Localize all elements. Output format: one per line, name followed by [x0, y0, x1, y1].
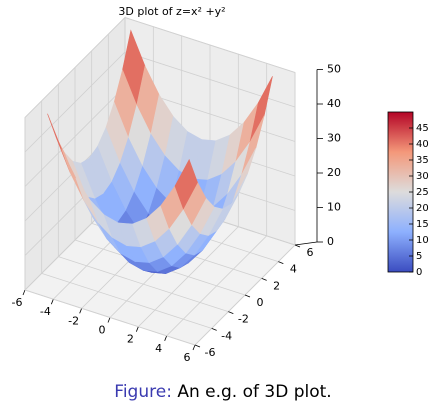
x-tick [50, 299, 54, 305]
x-tick-label: -6 [12, 296, 23, 309]
caption-text: An e.g. of 3D plot. [177, 382, 332, 402]
y-tick [294, 244, 301, 248]
grid-line [58, 256, 229, 313]
colorbar [387, 111, 414, 273]
colorbar-tick-label: 20 [416, 203, 429, 214]
y-tick-label: -6 [205, 346, 216, 359]
colorbar-tick-label: 25 [416, 187, 429, 198]
x-tick [164, 335, 168, 341]
z-tick-label: 0 [327, 235, 334, 248]
surface-cell [174, 158, 198, 210]
caption-label: Figure: [114, 382, 172, 402]
grid-line [41, 272, 212, 329]
x-tick-label: -2 [68, 314, 79, 327]
grid-line [24, 289, 196, 346]
x-tick [192, 344, 196, 351]
y-tick-label: -4 [221, 329, 232, 342]
z-tick-label: 40 [327, 97, 341, 110]
caption: Figure: An e.g. of 3D plot. [0, 382, 446, 402]
x-tick-label: 4 [155, 342, 162, 355]
z-tick-label: 20 [327, 166, 341, 179]
x-tick-label: -4 [40, 305, 51, 318]
x-tick [22, 289, 26, 296]
y-tick-label: 6 [307, 246, 314, 259]
y-tick [211, 327, 217, 331]
surface [47, 29, 273, 274]
colorbar-tick-label: 5 [416, 251, 422, 262]
y-tick [278, 261, 284, 265]
x-tick [135, 326, 139, 332]
y-tick-label: 0 [257, 296, 264, 309]
colorbar-tick-label: 15 [416, 219, 429, 230]
x-tick [107, 317, 111, 323]
y-tick-label: 2 [273, 279, 280, 292]
colorbar-tick-label: 40 [416, 139, 429, 150]
x-tick-label: 6 [184, 351, 191, 364]
grid-line [24, 86, 126, 187]
x-tick-label: 2 [127, 333, 134, 346]
colorbar-tick-label: 10 [416, 235, 429, 246]
grid-line [24, 17, 126, 118]
y-tick [194, 344, 201, 348]
x-tick [79, 308, 83, 314]
z-tick-label: 50 [327, 63, 341, 76]
colorbar-tick-label: 35 [416, 155, 429, 166]
y-tick [261, 277, 267, 281]
grid-line [24, 51, 126, 153]
z-tick-label: 30 [327, 132, 341, 145]
y-tick-label: 4 [290, 263, 297, 276]
grid-line [124, 17, 296, 73]
colorbar-tick-label: 30 [416, 171, 429, 182]
z-axis-base [294, 241, 318, 246]
chart-title: 3D plot of z=x² +y² [118, 5, 225, 18]
colorbar-tick-label: 45 [416, 123, 429, 134]
z-tick-label: 10 [327, 201, 341, 214]
colorbar-tick-label: 0 [416, 267, 422, 278]
y-tick [244, 294, 251, 298]
y-tick [228, 311, 234, 315]
y-tick-label: -2 [238, 313, 249, 326]
x-tick-label: 0 [99, 324, 106, 337]
